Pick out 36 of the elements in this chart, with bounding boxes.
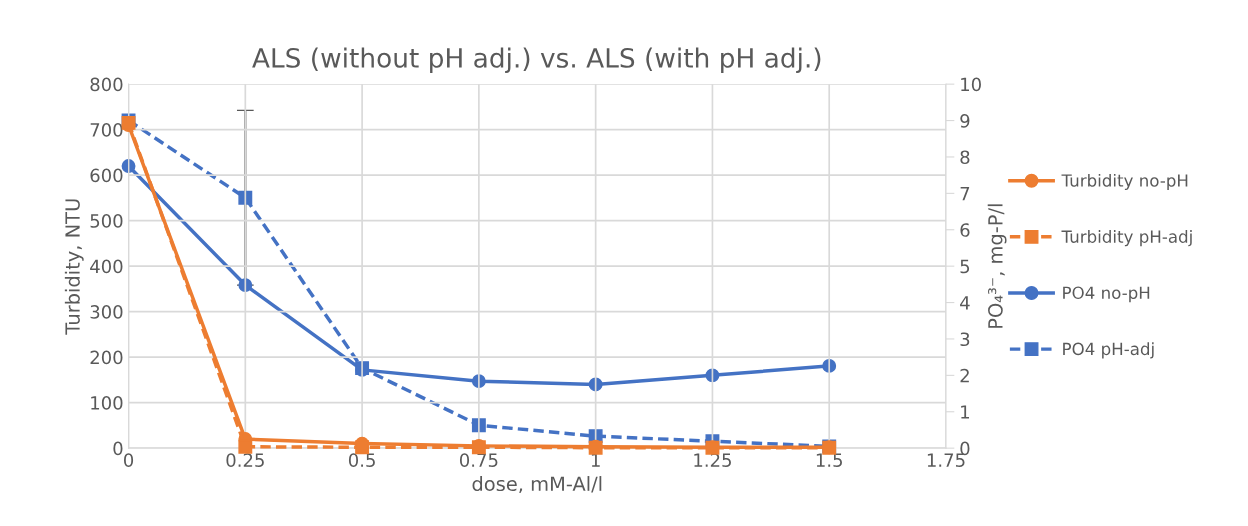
x-tick-label: 1.75 [927,453,965,467]
y-tick-label: 400 [90,259,123,274]
y2-tick-label: 9 [960,114,970,128]
legend-label: Turbidity no-pH [1061,173,1188,191]
x-tick-label: 0.75 [459,453,498,467]
y2-tick-label: 3 [960,332,970,347]
y2-tick-label: 2 [960,368,969,383]
x-tick-label: 1.5 [816,453,842,467]
x-tick-label: 0 [123,453,134,467]
y2-axis-title: PO₄³⁻, mg-P/l [987,204,1007,328]
y2-tick-label: 1 [961,405,969,419]
y-tick-label: 0 [113,441,123,456]
y-tick-label: 300 [90,305,123,319]
y2-tick-label: 4 [960,296,970,310]
y2-tick-label: 8 [960,150,970,165]
x-tick-label: 0.5 [348,453,375,467]
y-axis-title: Turbidity, NTU [64,199,84,335]
legend-label: Turbidity pH-adj [1061,230,1192,247]
x-tick-label: 0.25 [226,453,264,467]
y2-tick-label: 7 [960,187,970,201]
y-tick-label: 600 [90,168,123,183]
y-tick-label: 700 [90,123,123,137]
x-tick-label: 1.25 [694,453,731,467]
chart-title: ALS (without pH adj.) vs. ALS (with pH adj.) [252,47,821,73]
legend-label: PO4 pH-adj [1063,342,1154,359]
y-tick-label: 200 [90,350,123,365]
y-tick-label: 800 [90,77,123,92]
y2-tick-label: 6 [960,223,970,237]
y-tick-label: 100 [91,396,123,410]
x-tick-label: 1 [591,453,600,467]
y2-tick-label: 0 [960,441,970,456]
y-tick-label: 500 [90,214,123,228]
legend-label: PO4 no-pH [1063,286,1150,303]
y2-tick-label: 10 [961,77,981,92]
y2-tick-label: 5 [960,259,970,274]
x-axis-title: dose, mM-Al/l [472,476,602,494]
